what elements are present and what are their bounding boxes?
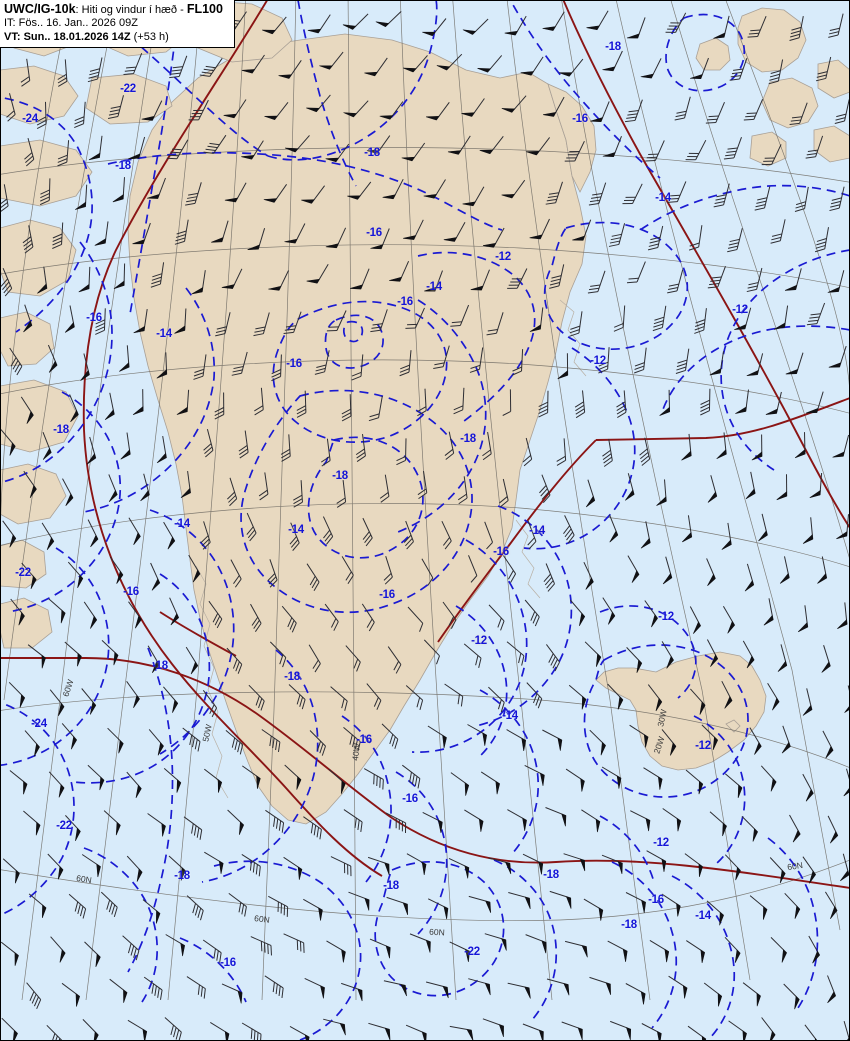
isotherm--12-icelandS <box>693 715 746 865</box>
isotherm--14-gl-east <box>475 505 573 727</box>
isotherm--16-bottomA <box>341 715 392 883</box>
meridian-65w <box>3 0 117 701</box>
isotherm--18-swvert <box>127 647 174 973</box>
meridian-25w <box>506 0 651 1001</box>
issue-time-label: IT: <box>4 17 19 30</box>
isotherm--18-inner2 <box>307 436 424 559</box>
header-info-box: UWC/IG-10k: Hiti og vindur í hæð - FL100… <box>0 0 235 49</box>
parallel-80n <box>0 147 850 183</box>
valid-time-value: Sun.. 18.01.2026 14Z <box>23 30 131 43</box>
isotherm--18-gl-s <box>201 649 319 883</box>
isotherm--16-west <box>0 241 113 484</box>
graticule-layer <box>0 0 850 1001</box>
product-code: UWC/IG-10k <box>4 2 76 16</box>
isotherm--22-top <box>80 0 269 157</box>
isotherm--12-gl-south <box>455 605 508 759</box>
meridian-50w <box>167 0 246 1001</box>
valid-time-line: VT: Sun.. 18.01.2026 14Z (+53 h) <box>4 31 230 44</box>
isotherm--16-swcoast <box>73 573 211 784</box>
isotherm--16-centergl <box>397 299 487 533</box>
fir-boundary-west <box>82 0 383 877</box>
isotherm--12-east-arc <box>720 249 850 471</box>
greenland-landmass <box>127 33 587 825</box>
isotherm--24-sw2 <box>0 701 75 917</box>
isotherm--14-ne <box>639 184 850 231</box>
meridian-5w <box>725 0 850 401</box>
isotherm--16-gl-south <box>411 539 528 753</box>
isotherm--16-closed <box>272 300 448 443</box>
isotherm--24-nw <box>0 96 93 333</box>
isotherm--14-bot-right <box>671 875 736 1039</box>
parallel-62n <box>0 691 850 769</box>
isotherm--22-arc <box>267 0 438 161</box>
isotherm--14-westarc <box>83 287 216 513</box>
greenland-northeast-lobe <box>547 83 597 193</box>
isotherm--16-bottomB <box>395 771 448 935</box>
meridian-20w <box>561 0 751 981</box>
valid-time-label: VT: <box>4 30 24 43</box>
isotherm--18-vert <box>297 0 357 187</box>
fir-boundary-south-spur <box>159 611 237 657</box>
isotherm--16-tiny <box>342 320 364 343</box>
product-description: Hiti og vindur í hæð - <box>81 4 187 16</box>
meridian-60w <box>21 0 159 1001</box>
meridian-40w <box>347 0 357 1001</box>
fir-boundary-north-east <box>562 0 850 529</box>
isotherm--12-ice-bot <box>599 815 655 883</box>
isotherm--12-iceland <box>583 644 749 798</box>
meridian-10w <box>670 0 850 561</box>
greenland-coast-detail <box>195 299 587 799</box>
meridian-35w <box>400 0 457 1001</box>
meridian-55w <box>85 0 202 1001</box>
fir-boundary-spur-east <box>595 397 850 441</box>
isotherm--18-left <box>7 391 122 613</box>
header-title-line: UWC/IG-10k: Hiti og vindur í hæð - FL100 <box>4 2 230 17</box>
isotherm--12-ice-ne <box>599 605 697 699</box>
parallel-60n <box>0 859 850 922</box>
isotherm--12-lower-arc <box>523 347 636 550</box>
fir-boundary-south-branch <box>437 439 597 643</box>
isotherm--22-bottom-closed <box>374 861 505 997</box>
meridian-70w <box>0 0 71 561</box>
isotherm--14-south-arc <box>149 509 235 755</box>
isotherm--16-ne <box>509 0 661 179</box>
meridian-30w <box>452 0 553 1001</box>
isotherm--18-north-gl <box>107 151 503 231</box>
issue-time-value: Fös.. 16. Jan.. 2026 09Z <box>18 17 138 30</box>
issue-time-line: IT: Fös.. 16. Jan.. 2026 09Z <box>4 17 230 30</box>
isotherm--16-bot-far <box>179 937 247 1003</box>
isotherm--14-upper <box>417 251 536 425</box>
svalbard-landmass <box>695 7 850 167</box>
isotherm--18-ne-closed <box>665 13 746 92</box>
isotherm--16-bot-right <box>611 861 678 1029</box>
isotherm--18-bot-arc <box>213 860 362 1041</box>
meridian-15w <box>615 0 841 931</box>
isotherm--18-bigcenter <box>240 389 473 614</box>
flight-level: FL100 <box>186 2 223 16</box>
product-separator: : <box>75 4 82 16</box>
parallel-70n <box>0 359 850 414</box>
parallel-65n <box>0 503 850 568</box>
isotherm--12-mid <box>661 325 850 413</box>
parallel-75n <box>0 244 850 289</box>
valid-time-offset: (+53 h) <box>130 30 169 43</box>
meridian-45w <box>261 0 297 1001</box>
isotherm--22-sw <box>0 547 110 767</box>
